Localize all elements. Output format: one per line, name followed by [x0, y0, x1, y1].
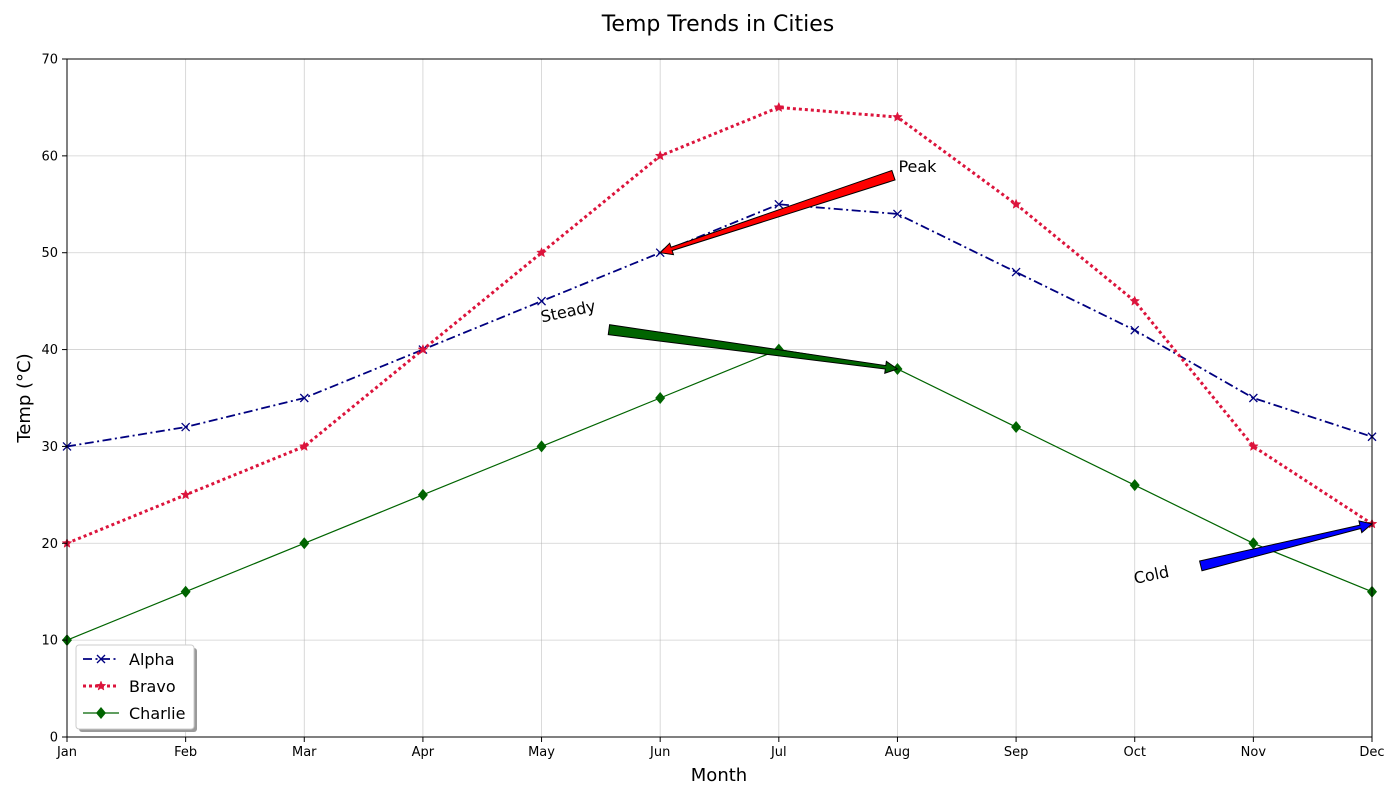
- data-point-alpha: [774, 199, 784, 209]
- plot-frame: [66, 58, 1373, 738]
- x-tick-label: Mar: [292, 745, 317, 760]
- data-point-alpha: [892, 209, 902, 219]
- x-tick-label: Aug: [885, 745, 910, 760]
- x-axis-label: Month: [691, 765, 747, 786]
- annotation-peak: Peak: [659, 157, 937, 256]
- x-tick-label: Jan: [56, 745, 77, 760]
- legend-marker: [96, 654, 106, 664]
- data-point-alpha: [1011, 267, 1021, 277]
- data-point-bravo: [773, 101, 785, 113]
- data-point-charlie: [536, 440, 547, 453]
- annotation-label: Cold: [1132, 562, 1171, 588]
- y-tick-label: 0: [50, 731, 58, 746]
- x-tick-label: Apr: [412, 745, 435, 760]
- data-point-alpha: [537, 296, 547, 306]
- legend-marker: [95, 680, 107, 691]
- chart-title: Temp Trends in Cities: [601, 12, 835, 37]
- legend-item-alpha: Alpha: [83, 650, 175, 669]
- annotations: Peak Steady Cold: [539, 157, 1374, 588]
- data-point-charlie: [417, 488, 428, 501]
- data-point-bravo: [417, 343, 429, 355]
- x-tick-label: Sep: [1004, 745, 1029, 760]
- data-point-alpha: [181, 422, 191, 432]
- data-point-bravo: [1010, 198, 1022, 209]
- series-charlie: [62, 343, 1377, 647]
- data-point-bravo: [1247, 440, 1259, 452]
- y-axis-label: Temp (°C): [14, 353, 35, 443]
- x-tick-label: Oct: [1123, 745, 1145, 760]
- series-layer: [61, 101, 1378, 647]
- x-tick-label: Jul: [770, 745, 787, 760]
- series-bravo: [61, 101, 1378, 548]
- data-point-charlie: [180, 585, 191, 598]
- y-tick-label: 40: [41, 343, 58, 358]
- series-line-charlie: [66, 348, 1373, 641]
- data-point-bravo: [180, 489, 192, 500]
- legend-label: Bravo: [129, 677, 176, 696]
- data-point-charlie: [655, 392, 666, 404]
- grid-lines: [66, 58, 1373, 738]
- y-tick-label: 20: [41, 537, 58, 552]
- legend-box: [75, 644, 195, 730]
- y-tick-label: 70: [41, 53, 58, 68]
- annotation-label: Peak: [898, 157, 937, 176]
- x-tick-label: Feb: [174, 745, 197, 760]
- annotation-arrow: [607, 324, 899, 375]
- axes: Jan Feb Mar Apr May Jun Jul Aug Sep Oct Nov Dec 0 10 2…: [41, 53, 1384, 761]
- data-point-bravo: [654, 150, 666, 161]
- data-point-alpha: [1130, 325, 1140, 335]
- data-point-bravo: [298, 440, 310, 452]
- annotation-arrow: [1198, 520, 1374, 572]
- data-point-charlie: [1011, 421, 1022, 434]
- legend-item-charlie: Charlie: [83, 704, 185, 723]
- y-tick-label: 60: [41, 149, 58, 164]
- y-tick-label: 10: [41, 634, 58, 649]
- data-point-bravo: [1129, 295, 1141, 306]
- x-tick-label: Jun: [649, 745, 670, 760]
- annotation-cold: Cold: [1132, 520, 1374, 588]
- data-point-charlie: [1129, 479, 1140, 492]
- data-point-charlie: [1248, 537, 1259, 550]
- annotation-steady: Steady: [539, 296, 899, 375]
- y-tick-label: 50: [41, 246, 58, 261]
- legend: Alpha Bravo Charlie: [75, 644, 197, 732]
- y-tick-label: 30: [41, 440, 58, 455]
- series-alpha: [62, 199, 1377, 451]
- data-point-bravo: [536, 247, 547, 258]
- legend-item-bravo: Bravo: [83, 677, 176, 696]
- data-point-charlie: [299, 537, 310, 550]
- data-point-alpha: [299, 393, 309, 403]
- series-line-bravo: [66, 105, 1373, 545]
- annotation-arrow: [659, 169, 896, 256]
- series-line-alpha: [66, 203, 1373, 448]
- legend-label: Alpha: [129, 650, 175, 669]
- legend-label: Charlie: [129, 704, 185, 723]
- x-tick-label: Nov: [1241, 745, 1267, 760]
- x-tick-label: May: [528, 745, 555, 760]
- x-tick-label: Dec: [1359, 745, 1384, 760]
- annotation-label: Steady: [539, 296, 597, 326]
- data-point-alpha: [1248, 393, 1258, 403]
- legend-marker: [96, 707, 106, 719]
- data-point-bravo: [892, 111, 903, 122]
